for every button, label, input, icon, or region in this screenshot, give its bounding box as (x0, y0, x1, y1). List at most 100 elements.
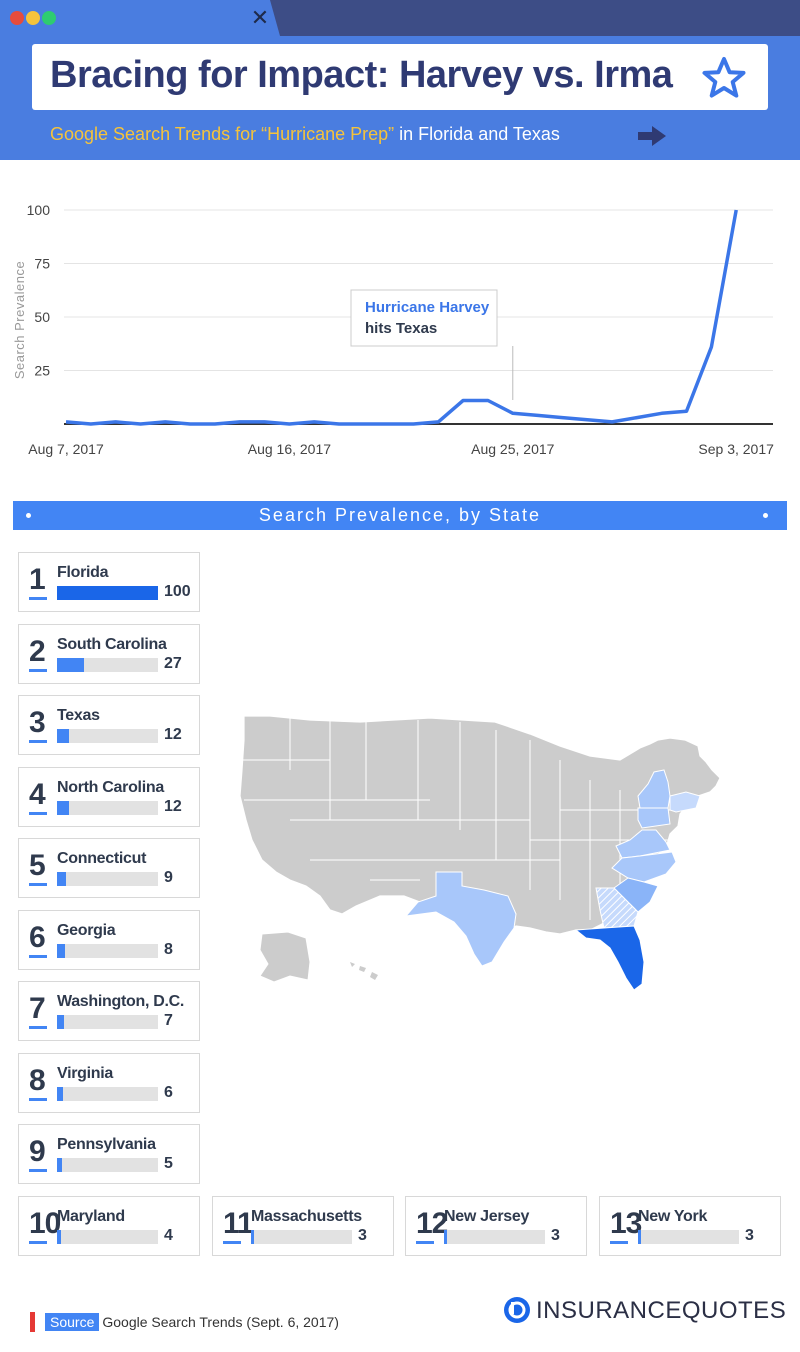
rank-underline (29, 668, 47, 672)
rank-number: 2 (29, 634, 46, 668)
state-name: Connecticut (57, 850, 147, 867)
chart-grid (64, 209, 773, 371)
rank-underline (416, 1241, 434, 1244)
state-ranking-card: 2 South Carolina 27 (18, 623, 200, 684)
us-map (239, 715, 721, 991)
x-tick-label: Sep 3, 2017 (698, 441, 774, 457)
state-value: 8 (164, 940, 173, 958)
state-name: Virginia (57, 1064, 113, 1082)
state-name: North Carolina (57, 778, 164, 796)
value-bar (57, 1230, 62, 1244)
subtitle: Google Search Trends for “Hurricane Prep… (50, 124, 560, 145)
x-tick-label: Aug 16, 2017 (248, 441, 332, 457)
bullet-icon (26, 513, 31, 518)
value-bar (251, 1230, 255, 1244)
value-bar-track (57, 1230, 158, 1244)
maximize-window-dot-icon[interactable] (42, 11, 56, 25)
value-bar-track (251, 1230, 352, 1244)
star-icon[interactable] (702, 56, 746, 100)
value-bar-track (638, 1230, 739, 1244)
state-name: New York (638, 1208, 708, 1225)
browser-chrome: ✕ (0, 0, 800, 36)
state-hawaii (350, 962, 378, 980)
rank-number: 1 (29, 563, 46, 596)
rank-number: 11 (223, 1207, 254, 1240)
value-bar (57, 586, 158, 600)
value-bar-track (57, 657, 158, 672)
state-name: South Carolina (57, 635, 167, 653)
rank-underline (29, 1169, 47, 1172)
state-ranking-card: 5 Connecticut 9 (18, 838, 200, 898)
state-alaska (259, 931, 311, 983)
state-value: 3 (358, 1227, 367, 1244)
title-box: Bracing for Impact: Harvey vs. Irma (32, 44, 768, 110)
state-ranking-card: 6 Georgia 8 (18, 909, 200, 970)
rank-number: 10 (29, 1207, 61, 1240)
state-ranking-card: 1 Florida 100 (18, 552, 200, 612)
state-ranking-card: 7 Washington, D.C. 7 (18, 981, 200, 1041)
rank-underline (29, 1026, 47, 1029)
state-value: 12 (164, 726, 182, 743)
rank-underline (29, 1097, 47, 1101)
rank-underline (29, 954, 47, 958)
rank-number: 12 (416, 1207, 448, 1240)
y-axis-ticks: 25 50 75 100 (27, 202, 51, 379)
y-tick-label: 75 (34, 256, 50, 272)
annotation-box (350, 289, 498, 347)
subtitle-highlight: Google Search Trends for “Hurricane Prep… (50, 124, 395, 144)
annotation-text: hits Texas (365, 320, 437, 337)
value-bar (57, 729, 70, 743)
state-name: Maryland (57, 1208, 125, 1225)
section-title: Search Prevalence, by State (258, 505, 542, 525)
rank-underline (29, 883, 47, 886)
state-value: 6 (164, 1083, 173, 1101)
state-ranking-card: 3 Texas 12 (18, 695, 200, 755)
brand-logo[interactable]: INSURANCEQUOTES (503, 1296, 786, 1329)
y-tick-label: 100 (27, 202, 51, 218)
state-texas (404, 871, 517, 967)
close-window-dot-icon[interactable] (10, 11, 24, 25)
state-northeast (669, 791, 701, 813)
rank-underline (610, 1241, 628, 1244)
value-bar (444, 1230, 448, 1244)
annotation: Hurricane Harvey hits Texas (350, 289, 514, 400)
state-name: Massachusetts (251, 1208, 362, 1225)
state-name: Georgia (57, 921, 116, 939)
value-bar (57, 943, 66, 958)
state-ranking-card: 9 Pennsylvania 5 (18, 1124, 200, 1184)
state-ranking-card: 12 New Jersey 3 (405, 1196, 587, 1256)
state-value: 5 (164, 1155, 173, 1172)
subtitle-rest: in Florida and Texas (394, 124, 560, 144)
page-title: Bracing for Impact: Harvey vs. Irma (50, 54, 673, 96)
value-bar (57, 1086, 64, 1101)
rank-number: 13 (610, 1207, 642, 1240)
brand-name: INSURANCEQUOTES (536, 1297, 787, 1324)
state-value: 7 (164, 1012, 173, 1029)
state-name: Florida (57, 564, 109, 581)
value-bar-track (57, 586, 158, 600)
state-value: 9 (164, 869, 173, 886)
insurancequotes-logo-icon (504, 1297, 530, 1323)
state-pennsylvania (637, 807, 671, 829)
minimize-window-dot-icon[interactable] (26, 11, 40, 25)
state-name: New Jersey (444, 1208, 530, 1225)
x-tick-label: Aug 25, 2017 (471, 441, 555, 457)
state-ranking-card: 4 North Carolina 12 (18, 766, 200, 827)
value-bar-track (57, 1158, 158, 1172)
state-ranking-card: 10 Maryland 4 (18, 1196, 200, 1256)
value-bar-track (57, 800, 158, 815)
value-bar-track (57, 1015, 158, 1029)
value-bar-track (444, 1230, 545, 1244)
state-name: Texas (57, 707, 100, 724)
value-bar-track (57, 872, 158, 886)
value-bar (57, 1158, 63, 1172)
rank-underline (223, 1241, 241, 1244)
state-value: 3 (551, 1227, 560, 1244)
close-tab-icon[interactable]: ✕ (250, 5, 270, 30)
value-bar-track (57, 1086, 158, 1101)
state-borders (242, 716, 670, 920)
rank-number: 4 (29, 777, 46, 811)
state-value: 100 (164, 583, 191, 600)
rank-underline (29, 740, 47, 743)
